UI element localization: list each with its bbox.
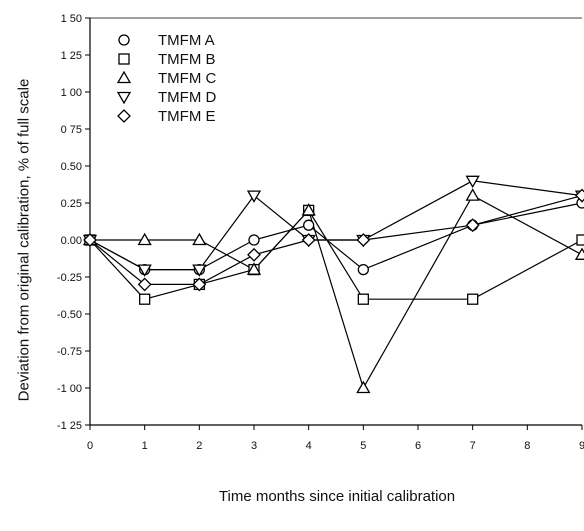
- y-tick-label: 0.50: [61, 161, 82, 173]
- legend-label-tmfm-b: TMFM B: [158, 51, 216, 68]
- legend-marker-tmfm-c: [116, 70, 132, 84]
- x-tick-label: 6: [415, 440, 421, 452]
- series-points-tmfm-a: [84, 197, 584, 276]
- data-point-tmfm-c: [574, 247, 584, 260]
- legend-marker-tmfm-a: [118, 34, 130, 46]
- data-point-tmfm-e: [356, 233, 371, 247]
- y-tick-label: 0 75: [61, 124, 82, 136]
- data-point-tmfm-e: [301, 233, 316, 247]
- series-tmfm-c: [90, 194, 583, 390]
- x-tick-label: 1: [142, 440, 148, 452]
- series-line-tmfm-a: [89, 202, 583, 271]
- series-line-tmfm-d: [89, 180, 583, 271]
- y-axis-label: Deviation from original calibration, % o…: [15, 78, 33, 402]
- y-tick-label: 0.00: [61, 235, 82, 247]
- data-point-tmfm-b: [576, 234, 584, 246]
- series-tmfm-e: [89, 195, 583, 285]
- x-tick-label: 2: [196, 440, 202, 452]
- series-line-tmfm-c: [90, 194, 583, 390]
- y-tick-label: 1 50: [61, 13, 82, 25]
- x-tick-label: 8: [524, 440, 530, 452]
- y-tick-label: 1 25: [61, 50, 82, 62]
- series-line-tmfm-e: [89, 195, 583, 285]
- data-point-tmfm-e: [465, 218, 480, 233]
- y-tick-label: -0.50: [57, 309, 82, 321]
- data-point-tmfm-c: [465, 188, 480, 201]
- series-points-tmfm-e: [83, 188, 584, 292]
- data-point-tmfm-e: [575, 188, 584, 203]
- y-tick-label: -1 25: [57, 420, 82, 432]
- y-tick-label: -0.25: [57, 272, 82, 284]
- data-point-tmfm-c: [246, 262, 262, 275]
- data-point-tmfm-e: [137, 277, 152, 292]
- data-point-tmfm-c: [356, 380, 371, 394]
- legend-marker-tmfm-b: [118, 53, 130, 65]
- legend-marker-tmfm-d: [116, 91, 132, 105]
- x-tick-label: 7: [470, 440, 476, 452]
- series-points-tmfm-b: [84, 204, 584, 305]
- legend-label-tmfm-d: TMFM D: [158, 89, 216, 106]
- data-point-tmfm-d: [192, 264, 207, 277]
- data-point-tmfm-b: [357, 293, 369, 305]
- x-axis-label: Time months since initial calibration: [218, 488, 456, 505]
- data-point-tmfm-a: [357, 263, 369, 276]
- data-point-tmfm-a: [303, 219, 315, 231]
- legend-label-tmfm-e: TMFM E: [158, 108, 216, 125]
- legend-label-tmfm-c: TMFM C: [158, 70, 216, 87]
- data-point-tmfm-b: [139, 293, 151, 305]
- x-tick-label: 4: [306, 440, 312, 452]
- series-points-tmfm-d: [82, 175, 584, 277]
- y-tick-label: -1 00: [57, 383, 82, 395]
- series-tmfm-d: [89, 180, 583, 271]
- y-tick-label: -0.75: [57, 346, 82, 358]
- data-point-tmfm-e: [192, 277, 207, 292]
- legend-marker-tmfm-e: [117, 109, 131, 123]
- data-point-tmfm-c: [192, 232, 207, 246]
- data-point-tmfm-e: [83, 233, 97, 247]
- x-tick-label: 5: [360, 440, 366, 452]
- series-tmfm-a: [89, 202, 583, 271]
- data-point-tmfm-e: [247, 247, 261, 262]
- series-line-tmfm-b: [89, 209, 583, 300]
- data-point-tmfm-b: [467, 293, 479, 305]
- series-tmfm-b: [89, 209, 583, 300]
- data-point-tmfm-a: [248, 234, 260, 246]
- x-tick-label: 0: [87, 440, 93, 452]
- x-tick-label: 9: [579, 440, 584, 452]
- legend-label-tmfm-a: TMFM A: [158, 32, 215, 49]
- data-point-tmfm-c: [301, 203, 316, 216]
- y-tick-label: 0.25: [61, 198, 82, 210]
- data-point-tmfm-d: [137, 264, 152, 277]
- y-tick-label: 1 00: [61, 87, 82, 99]
- x-tick-label: 3: [251, 440, 257, 452]
- data-point-tmfm-d: [246, 190, 262, 203]
- data-point-tmfm-c: [137, 232, 152, 246]
- data-point-tmfm-d: [465, 175, 480, 189]
- legend: TMFM A TMFM B TMFM C TMFM D TMFM E: [116, 32, 216, 125]
